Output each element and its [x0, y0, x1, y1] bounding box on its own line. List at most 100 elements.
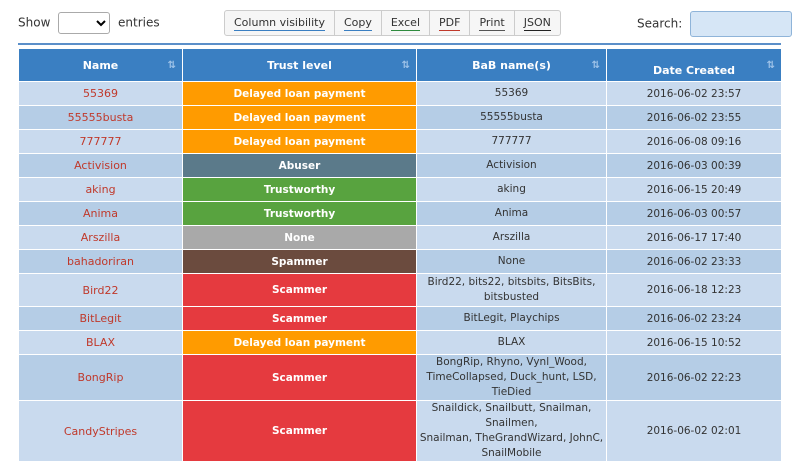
cell-trust-level: Trustworthy [182, 177, 417, 202]
table-row[interactable]: 55555busta Delayed loan payment 55555busta… [18, 105, 782, 130]
cell-name[interactable]: 55369 [18, 81, 183, 106]
cell-trust-level: Scammer [182, 273, 417, 307]
cell-name[interactable]: bahadoriran [18, 249, 183, 274]
table-row[interactable]: BLAX Delayed loan payment BLAX 2016-06-15 1… [18, 330, 782, 355]
toolbar-button-column-visibility[interactable]: Column visibility [225, 11, 335, 35]
cell-date-created: 2016-06-15 10:52 [606, 330, 782, 355]
cell-bab-names: Anima [416, 201, 607, 226]
sort-icon: ⇅ [591, 60, 600, 71]
cell-trust-level: Scammer [182, 400, 417, 462]
toolbar-button-copy[interactable]: Copy [335, 11, 382, 35]
bab-name-line: 777777 [491, 135, 532, 147]
sort-icon: ⇅ [401, 60, 410, 71]
toolbar-button-label: JSON [523, 16, 551, 29]
bab-name-line: None [497, 255, 526, 267]
bab-name-line: Activision [486, 159, 537, 171]
bab-name-line: BitLegit, Playchips [463, 312, 560, 324]
cell-name[interactable]: BLAX [18, 330, 183, 355]
bab-name-line: TimeCollapsed, Duck_hunt, LSD, TieDied [426, 371, 597, 398]
cell-name[interactable]: 55555busta [18, 105, 183, 130]
toolbar-button-label: Copy [343, 16, 372, 29]
table-row[interactable]: BitLegit Scammer BitLegit, Playchips 2016-0… [18, 306, 782, 331]
export-button-group: Column visibility Copy Excel PDF Print JSON [224, 10, 561, 36]
table-row[interactable]: Anima Trustworthy Anima 2016-06-03 00:57 [18, 201, 782, 226]
cell-name[interactable]: BitLegit [18, 306, 183, 331]
button-underline [479, 30, 505, 31]
entries-select[interactable] [58, 12, 111, 34]
cell-bab-names: None [416, 249, 607, 274]
cell-bab-names: BitLegit, Playchips [416, 306, 607, 331]
bab-name-line: 55555busta [480, 111, 543, 123]
button-underline [523, 30, 551, 31]
length-control: Show entries [18, 12, 160, 34]
table-header-row: Name ⇅ Trust level ⇅ BaB name(s) ⇅ Date Cre… [18, 48, 782, 82]
cell-name[interactable]: Bird22 [18, 273, 183, 307]
cell-bab-names: BLAX [416, 330, 607, 355]
header-divider [18, 43, 781, 45]
cell-trust-level: Delayed loan payment [182, 129, 417, 154]
cell-name[interactable]: CandyStripes [18, 400, 183, 462]
cell-trust-level: Trustworthy [182, 201, 417, 226]
bab-name-line: Snaildick, Snailbutt, Snailman, Snailmen… [431, 402, 592, 429]
search-input[interactable] [690, 11, 793, 37]
table-row[interactable]: Bird22 Scammer Bird22, bits22, bitsbits, B… [18, 273, 782, 307]
cell-bab-names: aking [416, 177, 607, 202]
show-label: Show [18, 15, 51, 30]
column-header-bab-names[interactable]: BaB name(s) ⇅ [416, 48, 607, 82]
cell-date-created: 2016-06-18 12:23 [606, 273, 782, 307]
cell-trust-level: Scammer [182, 354, 417, 401]
bab-name-line: Snailman, TheGrandWizard, JohnC, [419, 432, 604, 444]
table-row[interactable]: aking Trustworthy aking 2016-06-15 20:49 [18, 177, 782, 202]
cell-name[interactable]: 777777 [18, 129, 183, 154]
cell-date-created: 2016-06-02 23:57 [606, 81, 782, 106]
column-header-trust-level[interactable]: Trust level ⇅ [182, 48, 417, 82]
button-underline [439, 30, 461, 31]
button-underline [390, 30, 420, 31]
cell-trust-level: Delayed loan payment [182, 105, 417, 130]
cell-name[interactable]: aking [18, 177, 183, 202]
cell-name[interactable]: Anima [18, 201, 183, 226]
table-row[interactable]: CandyStripes Scammer Snaildick, Snailbutt,… [18, 400, 782, 462]
cell-trust-level: Delayed loan payment [182, 330, 417, 355]
cell-date-created: 2016-06-02 02:01 [606, 400, 782, 462]
cell-date-created: 2016-06-02 23:24 [606, 306, 782, 331]
cell-name[interactable]: Activision [18, 153, 183, 178]
cell-date-created: 2016-06-03 00:39 [606, 153, 782, 178]
toolbar-button-json[interactable]: JSON [515, 11, 560, 35]
column-header-name[interactable]: Name ⇅ [18, 48, 183, 82]
users-table: Name ⇅ Trust level ⇅ BaB name(s) ⇅ Date Cre… [18, 48, 782, 462]
cell-date-created: 2016-06-15 20:49 [606, 177, 782, 202]
sort-icon: ⇅ [766, 60, 775, 71]
bab-name-line: bitsbusted [483, 291, 540, 303]
cell-trust-level: None [182, 225, 417, 250]
cell-date-created: 2016-06-17 17:40 [606, 225, 782, 250]
cell-name[interactable]: Arszilla [18, 225, 183, 250]
table-row[interactable]: Activision Abuser Activision 2016-06-03 00:… [18, 153, 782, 178]
table-row[interactable]: Arszilla None Arszilla 2016-06-17 17:40 [18, 225, 782, 250]
cell-bab-names: 55369 [416, 81, 607, 106]
toolbar-button-label: PDF [439, 16, 461, 29]
toolbar-button-print[interactable]: Print [470, 11, 515, 35]
cell-date-created: 2016-06-08 09:16 [606, 129, 782, 154]
cell-date-created: 2016-06-02 23:55 [606, 105, 782, 130]
cell-date-created: 2016-06-02 22:23 [606, 354, 782, 401]
cell-bab-names: BongRip, Rhyno, Vynl_Wood, TimeCollapsed,… [416, 354, 607, 401]
button-underline [343, 30, 372, 31]
table-body: 55369 Delayed loan payment 55369 2016-06-02… [18, 81, 782, 462]
bab-name-line: Anima [494, 207, 529, 219]
bab-name-line: BongRip, Rhyno, Vynl_Wood, [436, 356, 587, 368]
column-header-date-created[interactable]: Date Created ⇅ [606, 48, 782, 82]
toolbar-button-label: Column visibility [234, 16, 325, 29]
toolbar-button-excel[interactable]: Excel [382, 11, 430, 35]
button-underline [234, 30, 325, 31]
table-row[interactable]: BongRip Scammer BongRip, Rhyno, Vynl_Wood,… [18, 354, 782, 401]
toolbar-button-label: Print [479, 16, 505, 29]
entries-label: entries [118, 15, 160, 30]
cell-name[interactable]: BongRip [18, 354, 183, 401]
cell-bab-names: Arszilla [416, 225, 607, 250]
table-row[interactable]: bahadoriran Spammer None 2016-06-02 23:33 [18, 249, 782, 274]
toolbar-button-pdf[interactable]: PDF [430, 11, 471, 35]
table-row[interactable]: 777777 Delayed loan payment 777777 2016-06-… [18, 129, 782, 154]
cell-bab-names: 777777 [416, 129, 607, 154]
table-row[interactable]: 55369 Delayed loan payment 55369 2016-06-02… [18, 81, 782, 106]
